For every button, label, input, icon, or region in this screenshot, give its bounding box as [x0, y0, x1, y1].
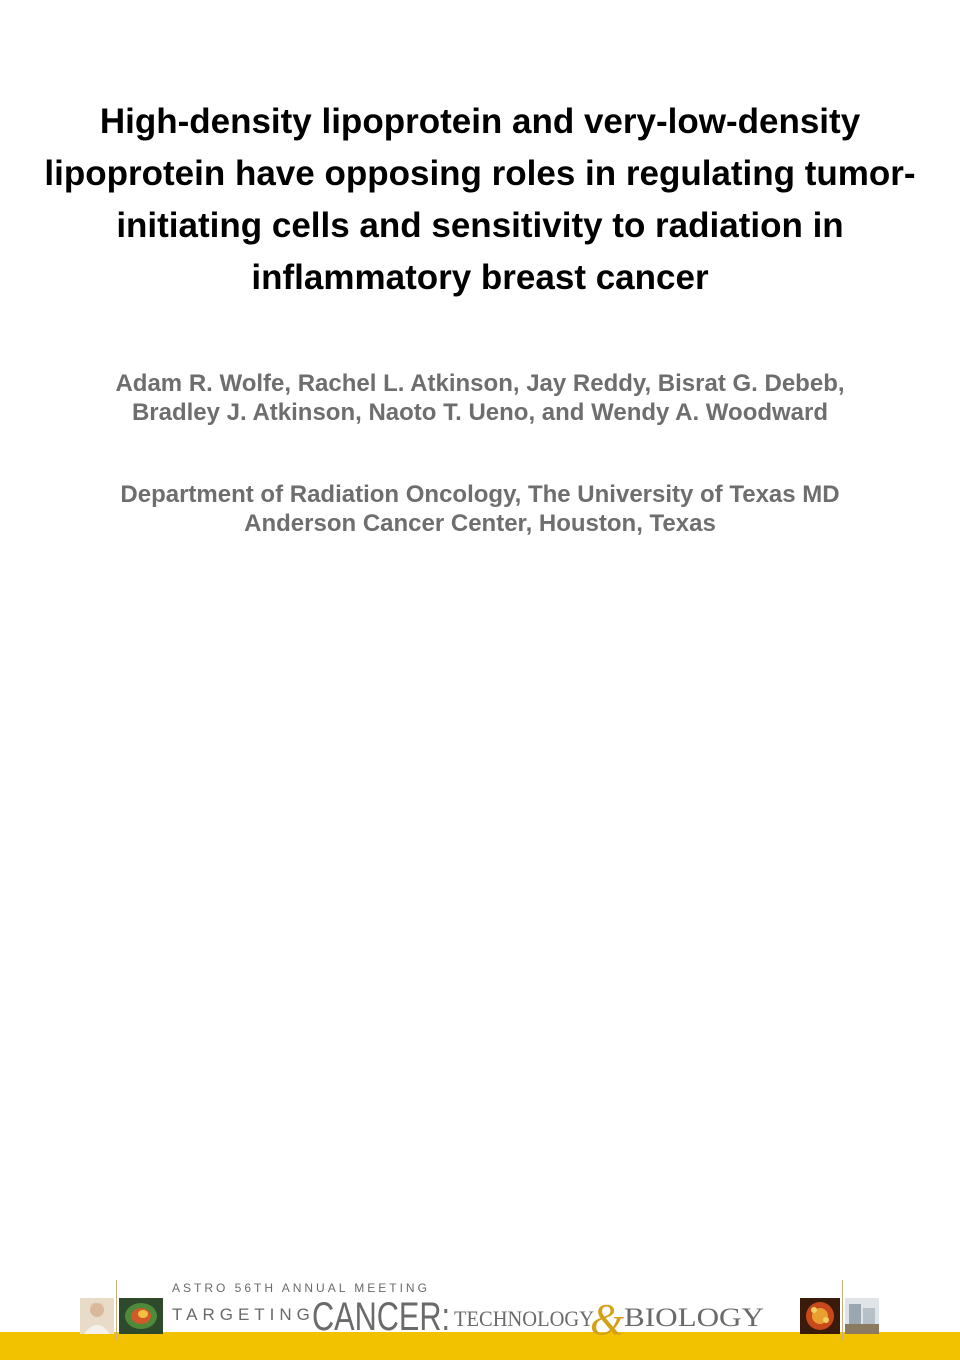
patient-photo-image: [80, 1298, 114, 1334]
affiliation-line-1: Department of Radiation Oncology, The Un…: [120, 481, 840, 508]
affiliation-line-2: Anderson Cancer Center, Houston, Texas: [244, 510, 716, 537]
author-list: Adam R. Wolfe, Rachel L. Atkinson, Jay R…: [40, 369, 920, 427]
cell-photo-image: [800, 1298, 840, 1334]
logo-word-cancer: CANCER:: [312, 1295, 450, 1338]
meeting-name: ASTRO 56TH ANNUAL MEETING: [172, 1281, 430, 1295]
logo-word-technology: TECHNOLOGY: [454, 1306, 594, 1331]
ampersand-glyph: &: [590, 1295, 625, 1338]
lab-photo-image: [845, 1298, 879, 1334]
slide: High-density lipoprotein and very-low-de…: [0, 102, 960, 1360]
banner-divider-left: [116, 1280, 117, 1340]
author-line-1: Adam R. Wolfe, Rachel L. Atkinson, Jay R…: [115, 370, 845, 397]
conference-logo: TARGETING CANCER: TECHNOLOGY & BIOLOGY: [172, 1294, 772, 1344]
logo-word-targeting: TARGETING: [172, 1305, 315, 1324]
banner-divider-right: [842, 1280, 843, 1340]
slide-title: High-density lipoprotein and very-low-de…: [44, 102, 916, 297]
logo-word-biology: BIOLOGY: [624, 1303, 764, 1332]
medical-scan-image: [119, 1298, 163, 1334]
affiliation: Department of Radiation Oncology, The Un…: [40, 480, 920, 538]
author-line-2: Bradley J. Atkinson, Naoto T. Ueno, and …: [131, 399, 829, 426]
conference-banner: ASTRO 56TH ANNUAL MEETING TARGETING CANC…: [0, 640, 960, 1360]
